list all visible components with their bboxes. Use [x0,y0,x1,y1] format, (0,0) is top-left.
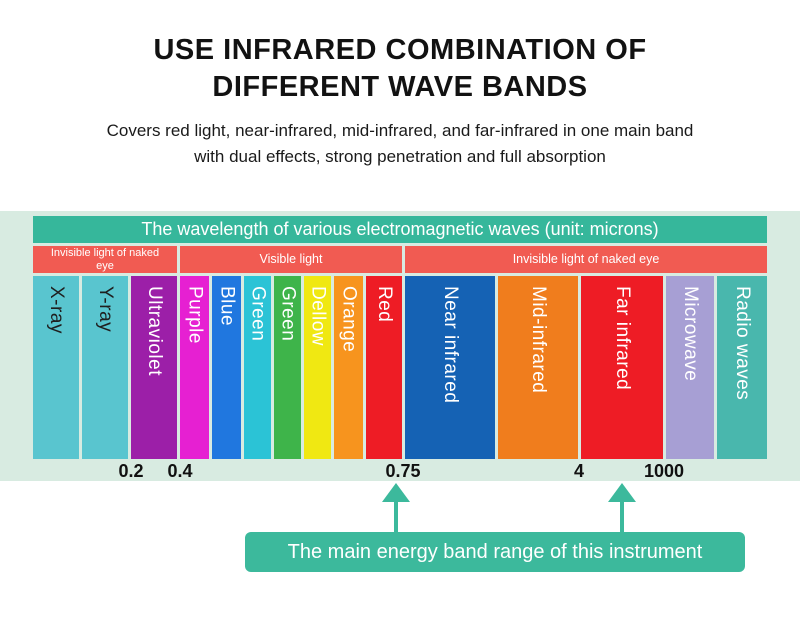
chart-inner: The wavelength of various electromagneti… [33,211,767,481]
spectrum-band: Green [244,276,271,459]
page-title-line2: DIFFERENT WAVE BANDS [212,71,588,104]
spectrum-band-label: Red [374,286,395,323]
eye-visibility-group-label: Visible light [180,246,402,273]
spectrum-band-label: Y-ray [95,286,116,333]
spectrum-band: X-ray [33,276,79,459]
spectrum-band: Purple [180,276,209,459]
page-subtitle: Covers red light, near-infrared, mid-inf… [0,118,800,169]
spectrum-band-label: Mid-infrared [528,286,549,394]
spectrum-band-label: Radio waves [732,286,753,401]
spectrum-band: Dellow [304,276,331,459]
page-subtitle-line1: Covers red light, near-infrared, mid-inf… [106,121,694,140]
spectrum-band-label: Dellow [307,286,329,347]
callout-connector-arrow [382,483,410,502]
spectrum-band: Near infrared [405,276,495,459]
spectrum-band-label: Near infrared [440,286,461,404]
spectrum-band: Mid-infrared [498,276,578,459]
spectrum-band: Ultraviolet [131,276,177,459]
wavelength-tick-label: 0.4 [167,461,193,481]
page-title: USE INFRARED COMBINATION OF DIFFERENT WA… [0,32,800,106]
spectrum-band-label: Blue [216,286,238,327]
wavelength-tick-label: 4 [573,461,585,481]
wavelength-tick-label: 1000 [643,461,685,481]
chart-title: The wavelength of various electromagneti… [141,219,659,239]
callout-connector-stem [620,501,624,534]
spectrum-band-label: Purple [184,286,206,344]
spectrum-band-label: Orange [338,286,360,353]
eye-visibility-group-label: Invisible light of naked eye [405,246,767,273]
eye-visibility-group-label: Invisible light of naked eye [33,246,177,273]
spectrum-band-label: Far infrared [612,286,633,391]
wavelength-ticks: 0.2 0.4 0.75 4 1000 [33,461,767,481]
spectrum-band-label: Microwave [680,286,701,382]
spectrum-band: Radio waves [717,276,767,459]
group-bar: Invisible light of naked eye Visible ligh… [33,246,767,273]
chart-title-bar: The wavelength of various electromagneti… [33,216,767,243]
callout-connector-arrow [608,483,636,502]
spectrum-band: Y-ray [82,276,128,459]
spectrum-band-label: X-ray [46,286,67,334]
chart-area: The wavelength of various electromagneti… [0,211,800,481]
spectrum-band: Microwave [666,276,714,459]
spectrum-band: Orange [334,276,363,459]
spectrum-band-label: Green [277,286,299,342]
callout-label: The main energy band range of this instr… [287,540,703,563]
page-subtitle-line2: with dual effects, strong penetration an… [194,146,606,166]
callout-box: The main energy band range of this instr… [245,532,745,572]
spectrum-band-label: Green [247,286,269,342]
spectrum-band: Far infrared [581,276,663,459]
spectrum-band: Blue [212,276,241,459]
spectrum-band: Green [274,276,301,459]
spectrum-band-label: Ultraviolet [144,286,165,376]
spectrum-band: Red [366,276,402,459]
page-title-line1: USE INFRARED COMBINATION OF [153,34,647,66]
bands-row: X-ray Y-ray Ultraviolet Purple Blue Green Gree… [33,276,767,459]
wavelength-tick-label: 0.2 [118,461,144,481]
callout-connector-stem [394,501,398,534]
wavelength-tick-label: 0.75 [385,461,421,481]
